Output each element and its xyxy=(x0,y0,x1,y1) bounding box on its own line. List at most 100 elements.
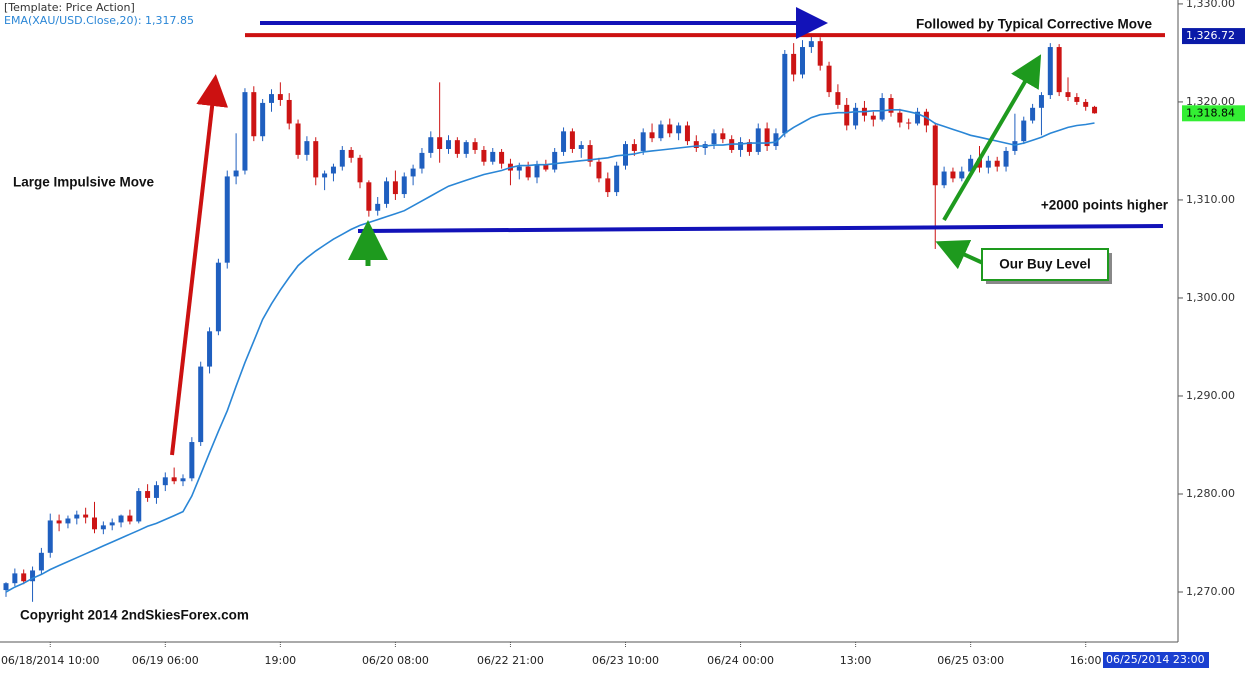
candle-body xyxy=(534,164,540,178)
candle-body xyxy=(481,149,487,162)
candle-body xyxy=(569,131,575,149)
candle-body xyxy=(410,168,416,177)
x-tick-label: 13:00 xyxy=(840,654,872,667)
candle-body xyxy=(401,176,407,195)
candle-body xyxy=(375,203,381,211)
candle-body xyxy=(587,145,593,162)
candle-body xyxy=(65,518,71,524)
candle-body xyxy=(552,151,558,170)
annotation: Followed by Typical Corrective Move xyxy=(916,17,1153,32)
candle-body xyxy=(1083,101,1089,107)
candle-body xyxy=(92,517,97,530)
ema-legend: EMA(XAU/USD.Close,20): 1,317.85 xyxy=(4,14,194,27)
candle-body xyxy=(578,145,584,149)
candle-body xyxy=(561,131,567,152)
y-tick-label: 1,270.00 xyxy=(1186,585,1235,598)
candle-body xyxy=(968,158,974,172)
candle-body xyxy=(304,141,310,155)
candle-body xyxy=(463,142,469,154)
candle-body xyxy=(357,157,363,183)
candle-body xyxy=(791,53,797,75)
candle-body xyxy=(348,149,354,158)
ema-line xyxy=(5,109,1095,593)
candle-body xyxy=(322,173,328,178)
x-tick-label: 19:00 xyxy=(264,654,296,667)
candle-body xyxy=(162,477,168,486)
x-tick-label: 06/23 10:00 xyxy=(592,654,659,667)
candle-body xyxy=(1021,120,1027,142)
candle-body xyxy=(339,149,345,167)
y-tick-label: 1,300.00 xyxy=(1186,291,1235,304)
candle-body xyxy=(313,141,319,178)
candle-body xyxy=(1003,150,1009,167)
candle-body xyxy=(1047,47,1053,96)
annotation: Our Buy Level xyxy=(999,257,1091,272)
candle-body xyxy=(844,104,850,126)
candle-body xyxy=(906,122,912,124)
candle-body xyxy=(897,112,903,123)
candle-body xyxy=(915,111,921,124)
candle-body xyxy=(47,520,53,553)
candle-body xyxy=(738,142,744,150)
candle-body xyxy=(224,176,230,263)
marks xyxy=(3,33,1165,602)
candle-body xyxy=(676,125,682,134)
impulse-arrow xyxy=(170,74,229,456)
candle-body xyxy=(490,151,496,162)
candle-body xyxy=(392,181,398,195)
candle-body xyxy=(1092,106,1098,114)
candle-body xyxy=(614,165,620,193)
candle-body xyxy=(454,140,460,154)
candle-body xyxy=(667,124,673,134)
price-marker-label: 1,318.84 xyxy=(1186,106,1235,119)
candle-body xyxy=(879,98,885,120)
candle-body xyxy=(118,515,124,523)
annotation: +2000 points higher xyxy=(1041,198,1169,213)
candle-body xyxy=(100,525,106,530)
candle-body xyxy=(773,133,779,147)
candle-body xyxy=(994,160,1000,167)
candle-body xyxy=(1065,92,1071,98)
y-tick-label: 1,320.00 xyxy=(1186,95,1235,108)
candle-body xyxy=(3,583,9,591)
candle-body xyxy=(207,331,213,367)
y-tick-label: 1,310.00 xyxy=(1186,193,1235,206)
candle-body xyxy=(870,115,876,120)
annotation: Large Impulsive Move xyxy=(13,175,155,190)
candle-body xyxy=(180,478,186,482)
candle-body xyxy=(959,171,965,179)
candle-body xyxy=(985,160,991,168)
candle-body xyxy=(711,133,717,145)
template-label: [Template: Price Action] xyxy=(4,1,135,14)
candle-body xyxy=(658,124,664,139)
candle-body xyxy=(171,477,177,482)
candle-body xyxy=(136,491,142,522)
x-tick-label: 06/18/2014 10:00 xyxy=(1,654,100,667)
x-tick-label: 06/20 08:00 xyxy=(362,654,429,667)
candle-body xyxy=(472,142,478,150)
price-marker-bg xyxy=(1182,28,1245,45)
candle-body xyxy=(499,151,505,164)
candle-body xyxy=(109,522,115,526)
rebound-arrow xyxy=(942,54,1042,222)
candle-body xyxy=(1038,95,1044,108)
candle-body xyxy=(746,142,752,152)
candle-body xyxy=(30,570,36,582)
candle-body xyxy=(720,133,726,140)
candle-body xyxy=(286,99,292,124)
candle-body xyxy=(233,170,239,177)
candle-body xyxy=(605,178,611,193)
candle-body xyxy=(782,53,788,134)
candle-body xyxy=(437,137,443,149)
candle-body xyxy=(525,166,531,178)
candle-body xyxy=(38,552,44,571)
candle-body xyxy=(640,132,646,151)
time-marker-label: 06/25/2014 23:00 xyxy=(1106,653,1205,666)
candle-body xyxy=(853,107,859,126)
price-marker-bg xyxy=(1182,105,1245,122)
candle-body xyxy=(189,442,195,479)
candle-body xyxy=(950,171,956,179)
candle-body xyxy=(295,123,301,155)
candle-body xyxy=(693,141,699,149)
